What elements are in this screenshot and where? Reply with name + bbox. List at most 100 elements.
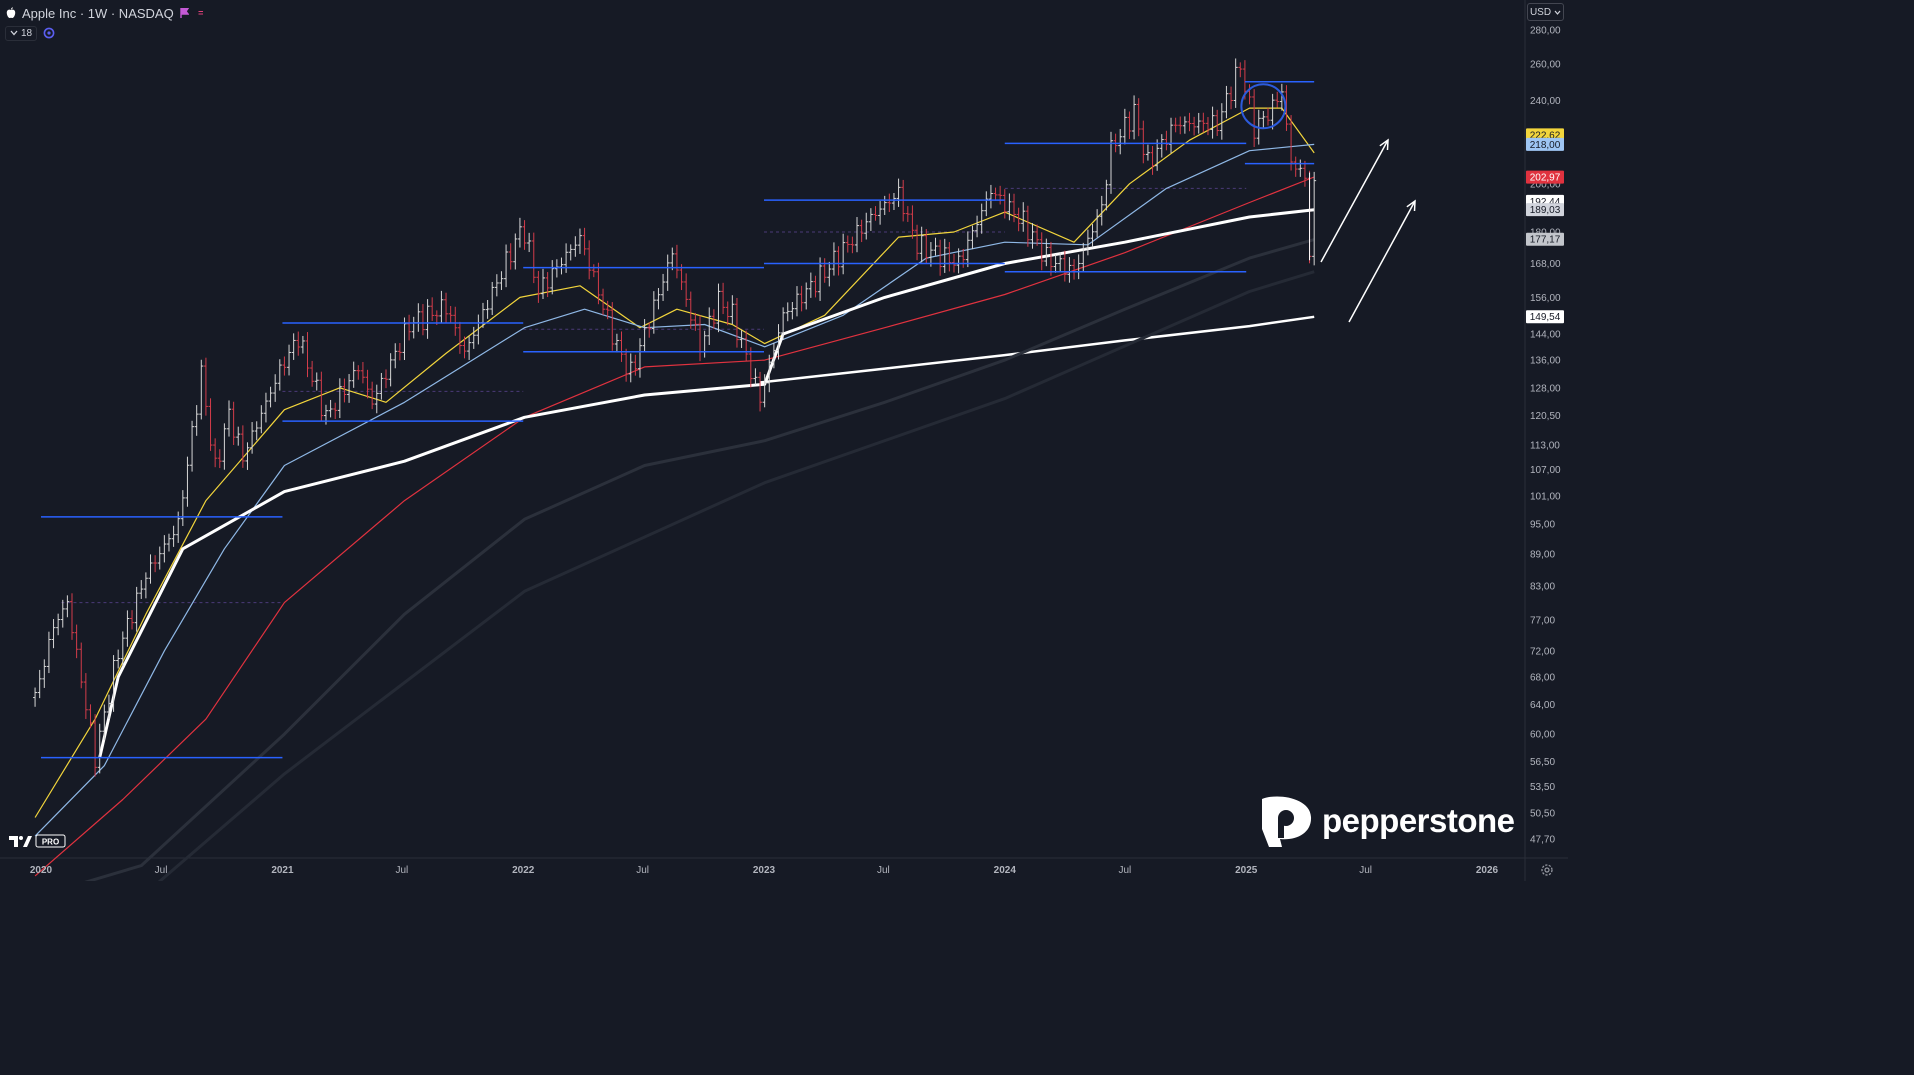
price-bar: [559, 257, 564, 275]
price-bar: [1196, 112, 1201, 134]
price-bar: [1298, 159, 1303, 177]
price-bar: [910, 205, 915, 239]
price-bar: [693, 312, 698, 331]
price-bar: [721, 282, 726, 315]
price-bar: [508, 243, 513, 270]
price-bar: [670, 247, 675, 271]
price-tick-label: 156,00: [1530, 293, 1561, 304]
price-bar: [1275, 91, 1280, 108]
price-bar: [550, 260, 555, 295]
price-bar: [790, 301, 795, 320]
price-tick-label: 107,00: [1530, 465, 1561, 476]
symbol-title[interactable]: Apple Inc · 1W · NASDAQ: [22, 5, 174, 21]
moving-average-2: [34, 176, 1315, 877]
price-bar: [818, 257, 823, 301]
price-bar: [1145, 144, 1150, 161]
price-bar: [227, 400, 232, 437]
price-bar: [143, 572, 148, 599]
price-bar: [1081, 242, 1086, 273]
price-bar: [365, 369, 370, 399]
price-bar: [771, 343, 776, 369]
price-bar: [1293, 156, 1298, 177]
price-bar: [651, 291, 656, 334]
price-bar: [647, 322, 652, 338]
price-bar: [42, 659, 47, 688]
price-bar: [1099, 195, 1104, 226]
price-bar: [758, 371, 763, 412]
moving-average-3: [98, 208, 1315, 758]
price-bar: [619, 331, 624, 362]
moving-average-4: [759, 315, 1315, 384]
price-bar: [633, 354, 638, 376]
price-bar: [1118, 128, 1123, 155]
price-bar: [1141, 120, 1146, 164]
eye-icon[interactable]: [43, 27, 55, 39]
price-bar: [1164, 130, 1169, 151]
price-bar: [347, 374, 352, 403]
price-bar: [504, 244, 509, 288]
price-bar: [845, 235, 850, 253]
price-label-text: 177,17: [1530, 235, 1561, 246]
price-bar: [1108, 131, 1113, 194]
price-bar: [961, 249, 966, 268]
price-tick-label: 68,00: [1530, 672, 1555, 683]
price-bar: [388, 353, 393, 387]
price-bar: [1048, 241, 1053, 276]
trend-arrow: [1348, 199, 1416, 323]
price-bar: [1016, 207, 1021, 232]
price-bar: [868, 208, 873, 231]
time-tick-label: Jul: [1118, 865, 1131, 876]
moving-average-0: [34, 107, 1315, 818]
price-bar: [1035, 224, 1040, 246]
pepperstone-watermark: pepperstone: [1256, 795, 1515, 847]
price-bar: [213, 438, 218, 468]
price-bar: [1095, 209, 1100, 238]
price-bar: [282, 356, 287, 376]
price-tick-label: 83,00: [1530, 581, 1555, 592]
price-bar: [1169, 117, 1174, 154]
price-bar: [804, 282, 809, 310]
price-bar: [153, 555, 158, 573]
price-bar: [1252, 89, 1257, 148]
equals-icon[interactable]: =: [198, 7, 204, 18]
price-bar: [384, 369, 389, 389]
price-bar: [148, 554, 153, 584]
chevron-down-icon: [1554, 10, 1561, 15]
price-bar: [1002, 189, 1007, 219]
price-bar: [711, 309, 716, 329]
price-bar: [887, 193, 892, 213]
price-bar: [1012, 193, 1017, 223]
price-bar: [273, 374, 278, 402]
time-tick-label: Jul: [395, 865, 408, 876]
price-bar: [102, 704, 107, 741]
arrow-shaft: [1320, 139, 1389, 263]
price-bar: [674, 244, 679, 279]
price-bar: [919, 226, 924, 263]
currency-select[interactable]: USD: [1527, 3, 1564, 21]
price-bar: [628, 353, 633, 383]
price-bar: [536, 270, 541, 303]
indicator-toggle[interactable]: 18: [5, 25, 38, 41]
price-bar: [1201, 112, 1206, 133]
price-bar: [841, 233, 846, 275]
price-tick-label: 128,00: [1530, 383, 1561, 394]
price-bar: [254, 421, 259, 441]
price-bar: [605, 300, 610, 320]
price-bar: [60, 599, 65, 628]
price-bar: [190, 420, 195, 472]
price-bar: [203, 357, 208, 416]
price-bar: [1192, 116, 1197, 136]
currency-label: USD: [1529, 6, 1552, 18]
flag-icon[interactable]: [180, 8, 189, 18]
price-chart[interactable]: 280,00260,00240,00220,00200,00180,00168,…: [0, 0, 1568, 881]
price-bar: [656, 288, 661, 310]
gear-icon[interactable]: [1540, 863, 1554, 877]
price-bar: [1173, 117, 1178, 133]
price-bar: [490, 281, 495, 315]
price-bar: [1007, 193, 1012, 221]
price-bar: [125, 610, 130, 647]
price-bar: [471, 326, 476, 349]
price-bar: [762, 374, 767, 408]
price-bar: [1312, 171, 1317, 266]
price-bar: [259, 405, 264, 434]
